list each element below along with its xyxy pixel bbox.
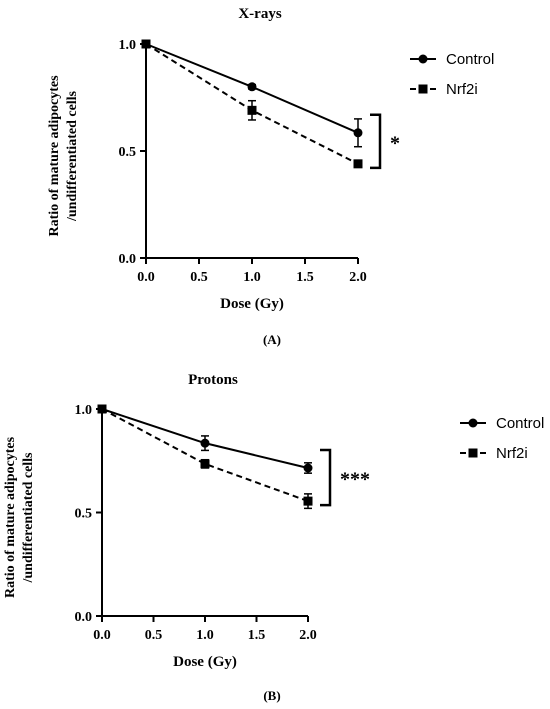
y-tick-label: 0.5 xyxy=(119,145,137,160)
y-tick-label: 0.0 xyxy=(119,252,137,267)
y-axis-label-line: Ratio of mature adipocytes xyxy=(3,436,18,598)
legend-marker xyxy=(418,84,428,94)
significance-marker: * xyxy=(390,132,400,154)
y-axis-label: Ratio of mature adipocytes/undifferentia… xyxy=(47,75,80,237)
y-tick-label: 1.0 xyxy=(75,403,93,418)
chart-title: X-rays xyxy=(238,6,281,22)
x-tick-label: 1.5 xyxy=(296,270,314,285)
data-point-nrf2i xyxy=(97,404,107,414)
data-point-control xyxy=(353,128,363,138)
y-axis-label-line: /undifferentiated cells xyxy=(21,452,36,584)
legend-label-control: Control xyxy=(446,51,494,68)
data-point-control xyxy=(303,463,313,473)
chart-panel-a: X-rays 0.0 0.5 1.0 1.5 2.0 0.0 0.5 1.0 Dose (Gy) R… xyxy=(47,6,494,347)
y-tick-label: 0.0 xyxy=(75,610,93,625)
y-tick-label: 0.5 xyxy=(75,507,93,522)
data-point-control xyxy=(247,82,257,92)
chart-title: Protons xyxy=(188,372,238,388)
y-axis-label-line: /undifferentiated cells xyxy=(65,90,80,222)
legend-marker xyxy=(468,448,478,458)
data-point-nrf2i xyxy=(353,159,363,169)
significance-bracket xyxy=(320,448,332,507)
legend-marker xyxy=(418,54,428,64)
x-tick-label: 0.0 xyxy=(137,270,155,285)
x-tick-label: 1.5 xyxy=(248,628,266,643)
data-point-nrf2i xyxy=(247,105,257,115)
significance-marker: *** xyxy=(340,469,370,491)
series-line-nrf2i xyxy=(101,408,309,503)
data-point-nrf2i xyxy=(200,459,210,469)
y-axis-label-line: Ratio of mature adipocytes xyxy=(47,75,62,237)
y-axis-label: Ratio of mature adipocytes/undifferentia… xyxy=(3,436,36,598)
significance-bracket xyxy=(370,113,382,170)
legend-label-nrf2i: Nrf2i xyxy=(496,445,528,462)
x-tick-label: 2.0 xyxy=(349,270,367,285)
panel-label: (B) xyxy=(263,688,280,703)
legend-label-nrf2i: Nrf2i xyxy=(446,81,478,98)
data-point-nrf2i xyxy=(141,39,151,49)
chart-panel-b: Protons 0.0 0.5 1.0 1.5 2.0 0.0 0.5 1.0 Dose (Gy)… xyxy=(3,372,544,703)
data-point-nrf2i xyxy=(303,496,313,506)
x-tick-label: 1.0 xyxy=(243,270,261,285)
y-tick-label: 1.0 xyxy=(119,38,137,53)
x-tick-label: 0.0 xyxy=(93,628,111,643)
legend-marker xyxy=(468,418,478,428)
x-tick-label: 2.0 xyxy=(299,628,317,643)
x-axis-label: Dose (Gy) xyxy=(173,654,237,670)
x-tick-label: 0.5 xyxy=(145,628,163,643)
x-axis-label: Dose (Gy) xyxy=(220,296,284,312)
data-point-control xyxy=(200,438,210,448)
x-tick-label: 1.0 xyxy=(196,628,214,643)
panel-label: (A) xyxy=(263,332,281,347)
x-tick-label: 0.5 xyxy=(190,270,208,285)
legend-label-control: Control xyxy=(496,415,544,432)
